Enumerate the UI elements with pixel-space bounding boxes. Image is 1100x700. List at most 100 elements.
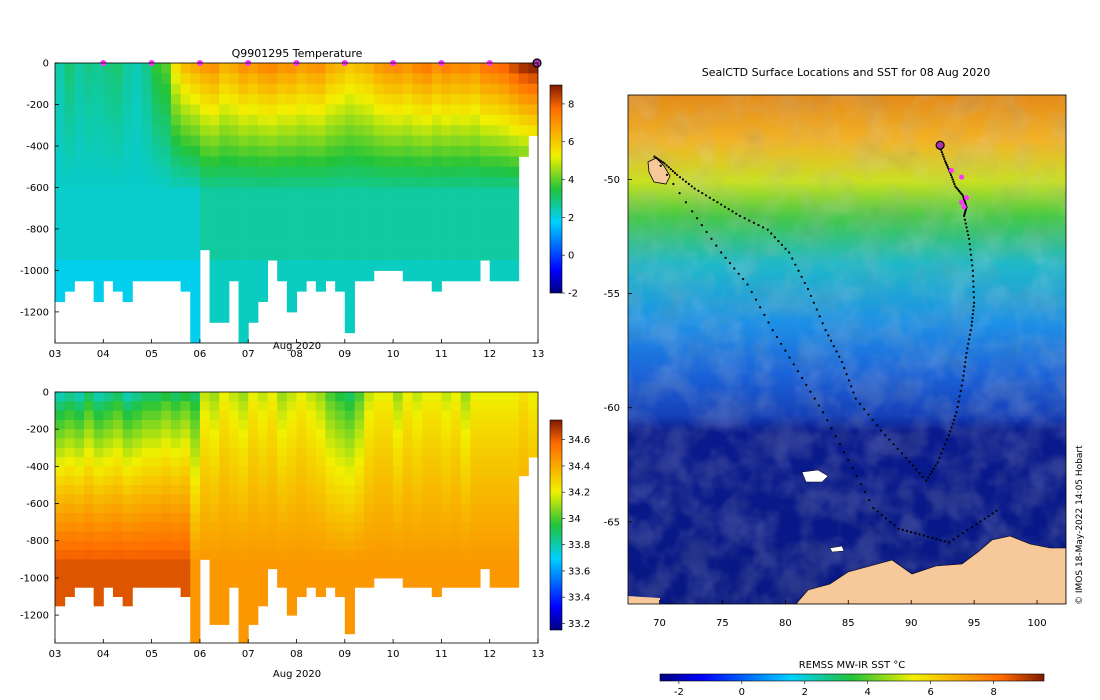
section-cell	[422, 63, 433, 74]
section-cell	[141, 419, 153, 430]
section-cell	[315, 208, 326, 220]
section-cell	[277, 540, 288, 551]
section-cell	[112, 63, 124, 74]
section-cell	[286, 419, 297, 430]
section-cell	[219, 114, 230, 126]
section-cell	[470, 94, 481, 105]
section-cell	[190, 577, 201, 588]
section-cell	[122, 457, 133, 467]
section-cell	[64, 280, 75, 292]
section-cell	[354, 550, 365, 560]
section-cell	[180, 410, 191, 421]
section-cell	[315, 94, 326, 105]
section-cell	[122, 114, 133, 126]
section-cell	[402, 522, 413, 532]
section-cell	[161, 270, 172, 282]
section-cell	[209, 615, 220, 625]
section-cell	[383, 94, 394, 105]
section-cell	[219, 531, 230, 542]
section-cell	[460, 401, 471, 412]
section-cell	[325, 104, 336, 116]
section-cell	[325, 177, 336, 188]
section-cell	[161, 125, 172, 137]
section-cell	[257, 249, 269, 261]
section-cell	[344, 494, 355, 505]
section-cell	[93, 291, 104, 303]
section-cell	[383, 438, 394, 449]
section-cell	[296, 410, 307, 421]
section-cell	[344, 125, 355, 137]
track-point	[876, 510, 879, 513]
section-cell	[132, 239, 143, 251]
section-cell	[151, 392, 162, 402]
section-cell	[470, 522, 481, 532]
section-cell	[315, 512, 326, 523]
section-cell	[257, 125, 269, 137]
section-cell	[132, 559, 143, 570]
section-cell	[306, 401, 317, 412]
section-cell	[460, 484, 471, 495]
section-cell	[431, 187, 442, 199]
section-cell	[470, 503, 481, 514]
section-cell	[238, 208, 249, 220]
section-cell	[170, 503, 182, 514]
section-cell	[103, 187, 114, 199]
section-cell	[412, 270, 423, 282]
section-cell	[267, 429, 278, 439]
track-point	[970, 526, 974, 529]
section-cell	[219, 429, 230, 439]
section-cell	[286, 512, 297, 523]
section-cell	[373, 114, 384, 126]
section-cell	[315, 83, 326, 95]
section-cell	[180, 512, 191, 523]
section-cell	[528, 114, 538, 126]
track-point	[684, 180, 687, 183]
section-cell	[112, 466, 124, 477]
section-cell	[286, 73, 297, 85]
section-cell	[306, 466, 317, 477]
section-cell	[141, 114, 153, 126]
section-cell	[238, 615, 249, 625]
colorbar-tick-label: 33.2	[568, 619, 590, 630]
section-cell	[83, 114, 95, 126]
section-cell	[161, 512, 172, 523]
section-cell	[354, 125, 365, 137]
section-cell	[277, 125, 288, 137]
section-cell	[122, 145, 133, 157]
section-cell	[248, 447, 259, 458]
section-cell	[286, 466, 297, 477]
section-cell	[470, 114, 481, 126]
section-cell	[64, 197, 75, 209]
section-cell	[122, 577, 133, 588]
section-cell	[325, 94, 336, 105]
section-cell	[161, 392, 172, 402]
section-cell	[141, 512, 153, 523]
section-cell	[451, 503, 462, 514]
section-cell	[441, 484, 452, 495]
section-cell	[257, 73, 269, 85]
section-cell	[499, 392, 510, 402]
section-cell	[161, 83, 172, 95]
track-point	[892, 443, 895, 446]
track-point	[775, 335, 779, 339]
section-cell	[296, 197, 307, 209]
section-cell	[93, 218, 104, 230]
section-cell	[509, 249, 520, 261]
section-cell	[373, 218, 384, 230]
section-cell	[354, 197, 365, 209]
section-cell	[83, 156, 95, 168]
section-cell	[277, 145, 288, 157]
track-point	[780, 342, 783, 345]
section-cell	[509, 177, 520, 188]
section-cell	[209, 260, 220, 271]
section-cell	[373, 484, 384, 495]
section-cell	[431, 512, 442, 523]
section-cell	[480, 429, 491, 439]
section-cell	[170, 166, 182, 178]
section-cell	[132, 577, 143, 588]
section-cell	[344, 540, 355, 551]
section-cell	[393, 522, 404, 532]
section-cell	[209, 484, 220, 495]
section-cell	[103, 145, 114, 157]
